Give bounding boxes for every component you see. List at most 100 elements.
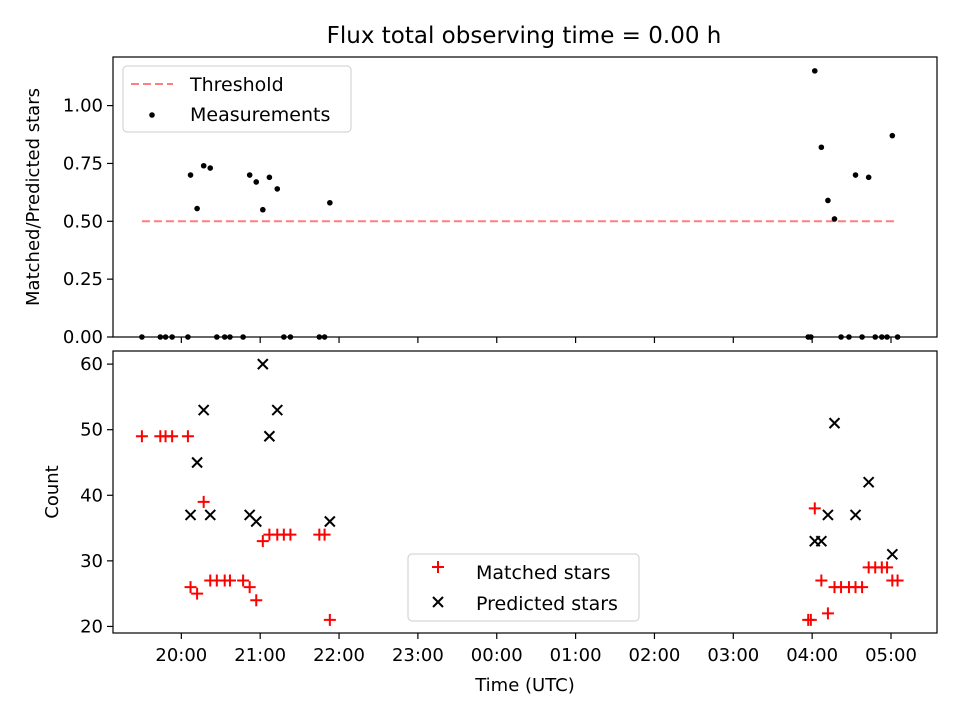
matched-star-point	[815, 574, 828, 587]
bottom-plot: 20 30 40 50 60 20:00 21:00 22:00 23:00 00:00 01:00…	[42, 350, 938, 696]
matched-star-point	[184, 581, 197, 594]
bottom-plot-frame	[112, 350, 938, 634]
measurement-point	[157, 334, 164, 340]
legend-measurements-swatch	[149, 112, 155, 118]
matched-star-point	[181, 430, 194, 443]
matched-star-point	[808, 502, 821, 515]
measurement-point	[207, 165, 214, 171]
bottom-xtick-label: 05:00	[865, 645, 917, 666]
measurement-point	[808, 334, 814, 340]
predicted-star-point	[324, 515, 336, 528]
bottom-ytick-label: 20	[80, 616, 103, 637]
measurement-point	[266, 174, 273, 181]
matched-star-point	[243, 581, 256, 594]
measurement-point	[846, 334, 852, 340]
matched-star-point	[856, 581, 869, 594]
bottom-legend: Matched stars Predicted stars	[407, 553, 640, 622]
matched-star-point	[318, 528, 331, 541]
predicted-star-point	[271, 404, 283, 416]
top-ytick-label: 0.00	[63, 327, 103, 348]
measurement-point	[316, 334, 323, 340]
legend-matched-swatch	[432, 561, 444, 573]
legend-measurements-label: Measurements	[190, 104, 330, 126]
predicted-star-point	[257, 358, 269, 370]
bottom-xtick-label: 23:00	[392, 645, 444, 666]
predicted-star-point	[250, 515, 262, 528]
top-ytick-label: 1.00	[63, 96, 103, 117]
bottom-xtick-label: 21:00	[234, 645, 286, 666]
measurement-point	[169, 334, 175, 340]
bottom-ytick-label: 60	[80, 354, 103, 375]
top-ytick-label: 0.50	[63, 211, 103, 232]
matched-star-point	[237, 574, 250, 587]
matched-star-point	[250, 594, 263, 607]
predicted-star-point	[828, 417, 841, 429]
measurement-point	[221, 334, 228, 340]
matched-star-point	[197, 495, 210, 508]
measurement-point	[187, 172, 194, 178]
bottom-xlabel: Time (UTC)	[474, 675, 575, 696]
matched-star-point	[821, 607, 834, 620]
top-chart-title: Flux total observing time = 0.00 h	[327, 23, 722, 49]
measurement-point	[214, 334, 220, 340]
bottom-ylabel: Count	[42, 465, 63, 518]
measurement-point	[274, 186, 281, 192]
measurement-point	[818, 144, 825, 151]
bottom-xtick-label: 01:00	[550, 645, 602, 666]
matched-star-point	[891, 574, 904, 587]
matched-star-point	[256, 535, 269, 548]
predicted-star-point	[886, 548, 899, 561]
measurement-point	[872, 334, 879, 340]
predicted-star-point	[822, 509, 834, 521]
measurement-point	[879, 334, 885, 340]
predicted-star-point	[263, 430, 276, 442]
measurement-point	[281, 334, 287, 340]
matched-star-point	[804, 613, 817, 626]
measurement-point	[884, 334, 890, 340]
measurement-point	[162, 334, 169, 340]
measurement-point	[139, 334, 145, 340]
bottom-ytick-label: 50	[80, 420, 103, 441]
bottom-ytick-label: 30	[80, 551, 103, 572]
bottom-xtick-label: 04:00	[786, 645, 838, 666]
matched-star-point	[223, 574, 236, 587]
matched-star-point	[166, 430, 179, 443]
bottom-xtick-label: 20:00	[155, 645, 207, 666]
predicted-star-point	[849, 509, 862, 521]
legend-threshold-label: Threshold	[189, 74, 284, 96]
matched-star-point	[191, 587, 204, 600]
measurement-point	[321, 334, 328, 340]
measurement-point	[253, 179, 260, 185]
predicted-star-point	[204, 509, 216, 521]
bottom-xtick-label: 02:00	[629, 645, 681, 666]
top-plot-frame	[112, 56, 938, 338]
measurement-point	[185, 334, 191, 340]
predicted-star-point	[184, 509, 197, 521]
measurement-point	[852, 172, 859, 178]
measurement-point	[287, 334, 294, 340]
legend-predicted-swatch	[432, 596, 444, 608]
measurement-point	[811, 68, 818, 74]
predicted-star-point	[815, 535, 828, 547]
bottom-xtick-label: 03:00	[707, 645, 759, 666]
bottom-xtick-label: 22:00	[313, 645, 365, 666]
measurement-point	[825, 197, 831, 204]
measurement-point	[889, 132, 896, 139]
measurement-point	[838, 334, 844, 340]
measurement-point	[260, 206, 266, 213]
measurement-point	[240, 334, 246, 340]
measurement-point	[327, 199, 333, 206]
measurement-point	[194, 205, 200, 212]
matched-star-point	[284, 528, 297, 541]
matched-star-point	[881, 561, 894, 574]
measurement-point	[246, 172, 253, 178]
predicted-star-point	[862, 476, 875, 488]
bottom-ytick-label: 40	[80, 485, 103, 506]
top-legend: Threshold Measurements	[122, 65, 352, 133]
measurement-point	[227, 334, 233, 340]
legend-matched-label: Matched stars	[476, 562, 610, 584]
measurement-point	[200, 162, 207, 169]
measurement-point	[859, 334, 865, 340]
top-ytick-label: 0.25	[63, 269, 103, 290]
